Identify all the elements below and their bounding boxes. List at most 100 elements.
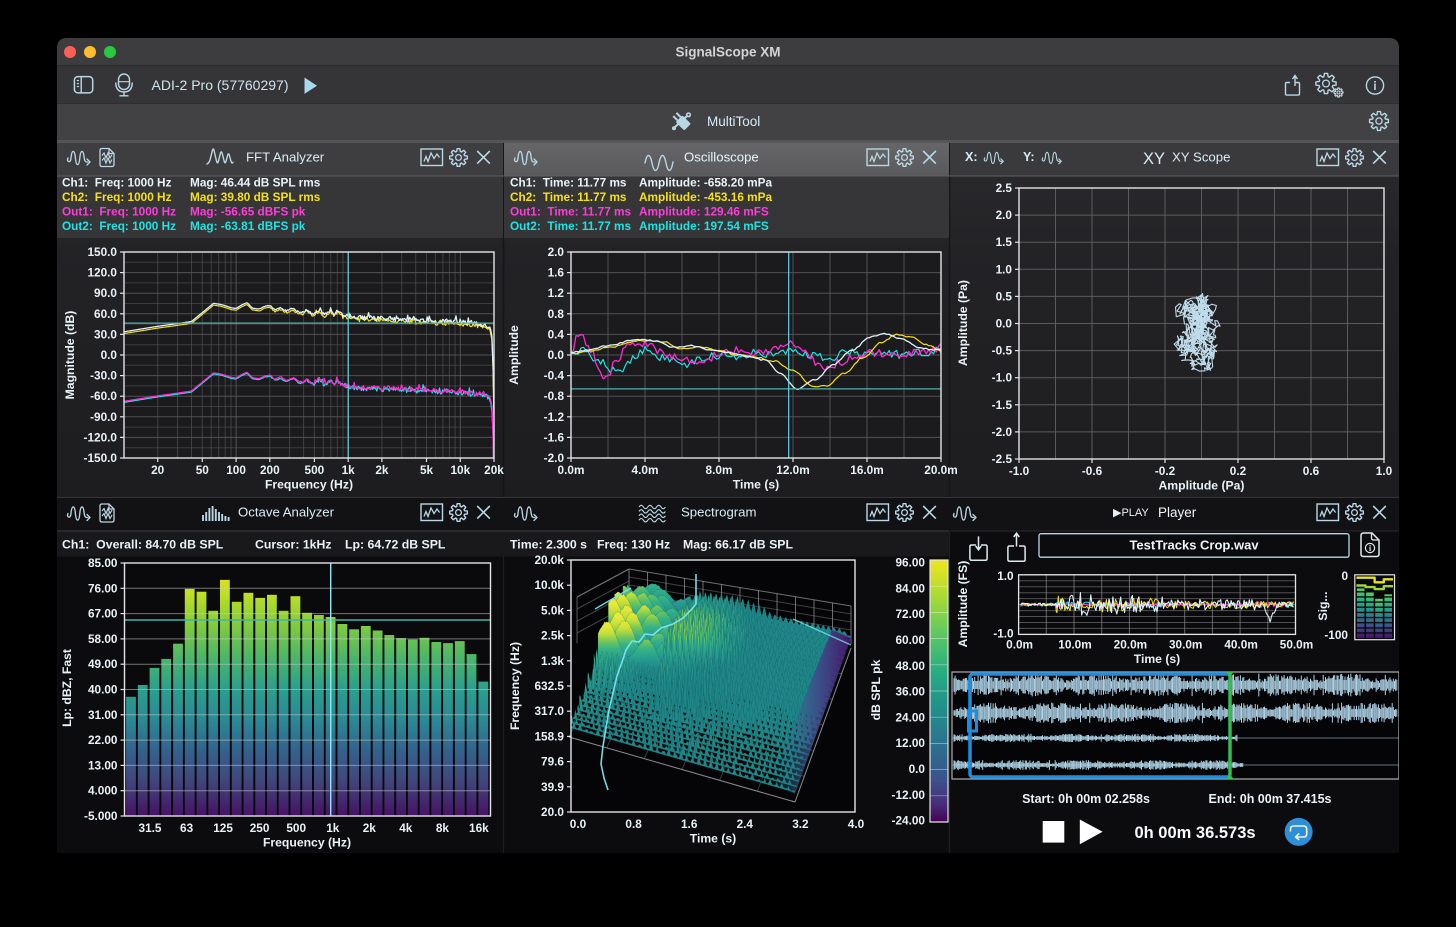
svg-text:13.00: 13.00 (88, 758, 118, 772)
svg-text:Oscilloscope: Oscilloscope (684, 150, 759, 165)
svg-text:1.5: 1.5 (996, 235, 1013, 249)
svg-text:31.5: 31.5 (139, 821, 162, 835)
svg-text:Start: 0h 00m 02.258s: Start: 0h 00m 02.258s (1022, 792, 1150, 806)
svg-text:dB SPL pk: dB SPL pk (869, 659, 883, 720)
svg-text:0: 0 (1341, 569, 1348, 583)
svg-text:58.00: 58.00 (88, 632, 118, 646)
svg-text:120.0: 120.0 (87, 266, 117, 280)
svg-text:Player: Player (1158, 505, 1197, 520)
svg-text:50.0m: 50.0m (1280, 637, 1313, 651)
svg-text:0.0m: 0.0m (1006, 637, 1033, 651)
svg-text:500: 500 (286, 821, 306, 835)
svg-text:8.0m: 8.0m (706, 463, 733, 477)
svg-text:Freq: 130 Hz: Freq: 130 Hz (597, 538, 670, 552)
svg-text:-0.5: -0.5 (992, 344, 1013, 358)
svg-text:632.5: 632.5 (534, 679, 564, 693)
svg-text:Mag: 46.44 dB SPL rms: Mag: 46.44 dB SPL rms (190, 175, 321, 189)
svg-text:Time (s): Time (s) (690, 832, 737, 846)
svg-text:-24.00: -24.00 (892, 814, 926, 828)
svg-text:Ch2: Freq: 1000 Hz: Ch2: Freq: 1000 Hz (62, 190, 172, 204)
svg-text:Mag: 66.17 dB SPL: Mag: 66.17 dB SPL (683, 538, 794, 552)
svg-text:10.0k: 10.0k (534, 578, 564, 592)
svg-text:60.0: 60.0 (94, 307, 117, 321)
svg-text:Magnitude (dB): Magnitude (dB) (63, 311, 77, 400)
svg-text:0.0: 0.0 (996, 317, 1013, 331)
svg-text:-2.5: -2.5 (992, 452, 1013, 466)
svg-text:79.6: 79.6 (541, 755, 564, 769)
svg-text:Octave Analyzer: Octave Analyzer (238, 505, 335, 520)
svg-text:1.6: 1.6 (681, 817, 698, 831)
svg-text:-0.2: -0.2 (1155, 464, 1176, 478)
svg-text:20.0: 20.0 (541, 805, 564, 819)
svg-text:-1.6: -1.6 (544, 430, 565, 444)
svg-text:-30.0: -30.0 (90, 369, 117, 383)
svg-text:1k: 1k (342, 463, 356, 477)
svg-text:0h 00m 36.573s: 0h 00m 36.573s (1134, 824, 1255, 842)
svg-text:2.0: 2.0 (548, 245, 565, 259)
svg-text:2.0: 2.0 (996, 208, 1013, 222)
svg-text:500: 500 (305, 463, 325, 477)
svg-text:i: i (1373, 81, 1376, 93)
svg-text:0.0: 0.0 (548, 348, 565, 362)
svg-text:Amplitude: 197.54 mFS: Amplitude: 197.54 mFS (639, 219, 769, 233)
svg-text:-2.0: -2.0 (992, 425, 1013, 439)
svg-text:Amplitude: -658.20 mPa: Amplitude: -658.20 mPa (639, 175, 773, 189)
svg-text:100: 100 (226, 463, 246, 477)
svg-text:150.0: 150.0 (87, 245, 117, 259)
svg-text:1k: 1k (326, 821, 340, 835)
svg-text:317.0: 317.0 (534, 704, 564, 718)
svg-text:2.5: 2.5 (996, 181, 1013, 195)
svg-text:End: 0h 00m 37.415s: End: 0h 00m 37.415s (1209, 792, 1332, 806)
svg-text:20: 20 (151, 463, 165, 477)
svg-text:0.0: 0.0 (570, 817, 587, 831)
svg-text:12.00: 12.00 (895, 736, 925, 750)
svg-text:XY Scope: XY Scope (1172, 150, 1230, 165)
svg-text:125: 125 (213, 821, 233, 835)
svg-text:Mag: -56.65 dBFS pk: Mag: -56.65 dBFS pk (190, 204, 306, 218)
svg-text:Amplitude (Pa): Amplitude (Pa) (956, 280, 970, 366)
svg-text:0.0: 0.0 (101, 348, 118, 362)
svg-text:67.00: 67.00 (88, 607, 118, 621)
svg-text:4.000: 4.000 (88, 784, 118, 798)
svg-text:0.0m: 0.0m (558, 463, 585, 477)
svg-text:Sig...: Sig... (1316, 591, 1330, 620)
svg-text:158.9: 158.9 (534, 729, 564, 743)
svg-text:-12.00: -12.00 (892, 788, 926, 802)
svg-text:4.0: 4.0 (848, 817, 865, 831)
svg-text:Out2: Time: 11.77 ms: Out2: Time: 11.77 ms (510, 219, 632, 233)
svg-text:250: 250 (250, 821, 270, 835)
svg-text:Time: 2.300 s: Time: 2.300 s (510, 538, 587, 552)
svg-text:0.8: 0.8 (625, 817, 642, 831)
svg-text:Lp: 64.72 dB SPL: Lp: 64.72 dB SPL (345, 538, 446, 552)
svg-text:20.0k: 20.0k (534, 553, 564, 567)
svg-text:30.0: 30.0 (94, 327, 117, 341)
svg-text:Frequency (Hz): Frequency (Hz) (265, 478, 353, 492)
svg-text:-90.0: -90.0 (90, 410, 117, 424)
svg-text:20.0m: 20.0m (924, 463, 957, 477)
svg-text:-1.5: -1.5 (992, 398, 1013, 412)
svg-text:96.00: 96.00 (895, 556, 925, 570)
svg-text:48.00: 48.00 (895, 659, 925, 673)
svg-text:XY: XY (1143, 150, 1165, 168)
svg-text:0.6: 0.6 (1303, 464, 1320, 478)
svg-text:X:: X: (965, 150, 978, 164)
svg-text:0.2: 0.2 (1230, 464, 1247, 478)
svg-text:36.00: 36.00 (895, 685, 925, 699)
svg-text:Cursor: 1kHz: Cursor: 1kHz (255, 538, 332, 552)
svg-text:90.0: 90.0 (94, 286, 117, 300)
svg-text:Amplitude (FS): Amplitude (FS) (956, 561, 970, 648)
svg-text:20.0m: 20.0m (1114, 637, 1147, 651)
svg-text:16k: 16k (469, 821, 489, 835)
svg-text:0.4: 0.4 (548, 327, 565, 341)
svg-text:63: 63 (180, 821, 194, 835)
svg-text:1.0: 1.0 (1376, 464, 1393, 478)
svg-text:Amplitude: -453.16 mPa: Amplitude: -453.16 mPa (639, 190, 773, 204)
svg-text:31.00: 31.00 (88, 708, 118, 722)
svg-text:2k: 2k (363, 821, 377, 835)
svg-text:12.0m: 12.0m (776, 463, 809, 477)
svg-text:Time (s): Time (s) (1134, 652, 1181, 666)
svg-text:200: 200 (260, 463, 280, 477)
svg-text:85.00: 85.00 (88, 556, 118, 570)
svg-text:22.00: 22.00 (88, 733, 118, 747)
svg-text:Mag: -63.81 dBFS pk: Mag: -63.81 dBFS pk (190, 219, 306, 233)
